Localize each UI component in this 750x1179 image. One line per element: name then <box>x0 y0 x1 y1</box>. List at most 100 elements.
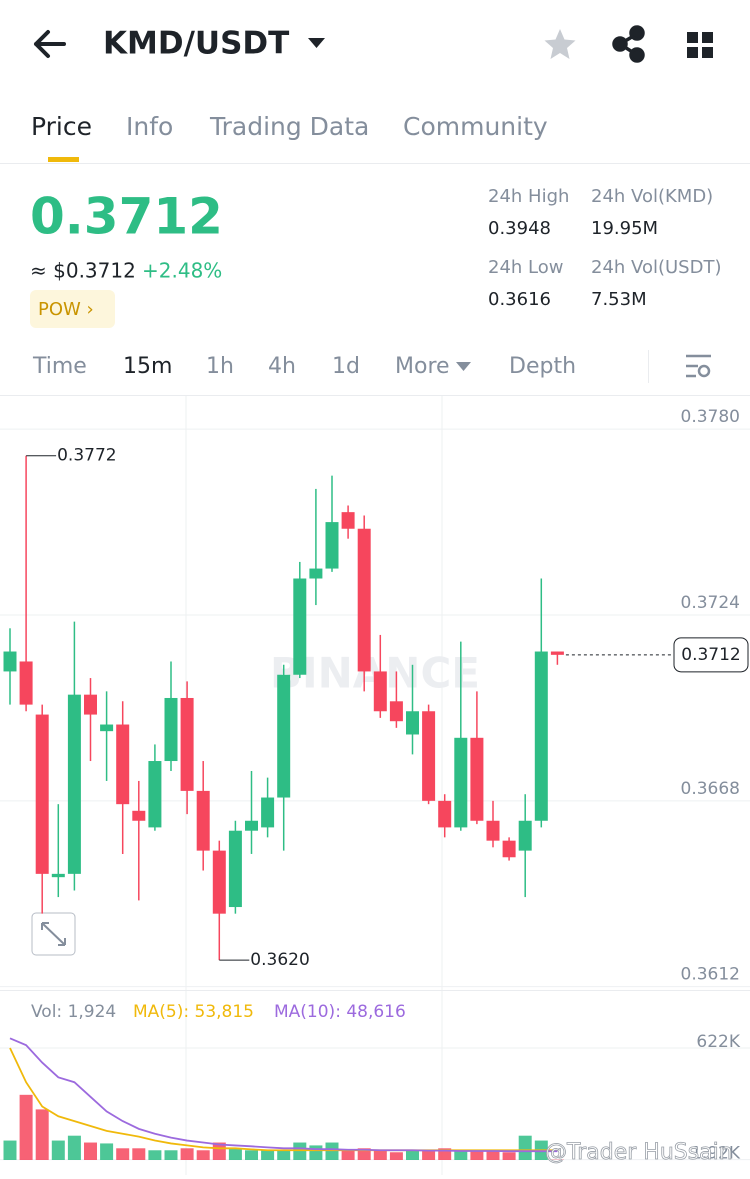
volume-bar <box>245 1150 258 1160</box>
volume-bar <box>519 1136 532 1160</box>
fiat-price: ≈ $0.3712 <box>30 259 136 283</box>
volume-bar <box>181 1148 194 1160</box>
volume-bar <box>52 1141 65 1160</box>
volume-bar <box>132 1148 145 1160</box>
stat-label: 24h Vol(KMD) <box>591 186 713 207</box>
candle-body <box>406 711 419 734</box>
candle-body <box>197 791 210 851</box>
pair-dropdown[interactable] <box>308 38 325 48</box>
last-price: 0.3712 <box>30 188 223 246</box>
candle-body <box>84 695 97 715</box>
y-tick-label: 0.3612 <box>681 965 740 985</box>
volume-bar <box>36 1109 49 1160</box>
candle-body <box>535 652 548 821</box>
volume-bar <box>406 1150 419 1160</box>
tab[interactable]: Trading Data <box>209 112 369 141</box>
tab[interactable]: Info <box>126 112 173 141</box>
tab[interactable]: Price <box>31 112 92 141</box>
vol-legend: Vol: 1,924 <box>31 1002 116 1022</box>
y-tick-label: 0.3668 <box>681 779 740 799</box>
favorite-star[interactable] <box>545 29 576 59</box>
stat-value: 19.95M <box>591 218 658 239</box>
candle-body <box>454 738 467 828</box>
price-change: +2.48% <box>142 259 222 283</box>
stat-value: 0.3616 <box>488 289 551 310</box>
volume-bar <box>326 1143 339 1160</box>
candle-body <box>4 652 17 672</box>
candle-body <box>438 801 451 828</box>
candle-body <box>326 522 339 568</box>
volume-bar <box>197 1150 210 1160</box>
candle-body <box>358 529 371 672</box>
interval[interactable]: More <box>395 354 450 379</box>
candle-body <box>213 851 226 914</box>
candle-body <box>100 725 113 732</box>
volume-bar <box>165 1150 178 1160</box>
watermark: @Trader HuSsain <box>545 1140 733 1165</box>
stat-value: 0.3948 <box>488 218 551 239</box>
candle-body <box>36 715 49 874</box>
y-tick-label: 0.3724 <box>681 593 740 613</box>
candle-body <box>148 761 161 827</box>
interval[interactable]: 1d <box>332 354 360 379</box>
stat-label: 24h Low <box>488 257 563 278</box>
volume-bar <box>293 1143 306 1160</box>
stat-label: 24h High <box>488 186 569 207</box>
back-button[interactable] <box>36 32 64 56</box>
tab-indicator <box>48 157 79 162</box>
tab[interactable]: Community <box>403 112 548 141</box>
candle-body <box>261 798 274 828</box>
volume-bar <box>84 1143 97 1160</box>
candle-body <box>277 675 290 798</box>
stat-label: 24h Vol(USDT) <box>591 257 721 278</box>
candle-body <box>52 874 65 877</box>
pair-title[interactable]: KMD/USDT <box>103 26 289 62</box>
candle-body <box>551 652 564 655</box>
y-tick-label: 622K <box>696 1032 740 1052</box>
more-caret[interactable] <box>456 362 471 371</box>
candle-body <box>20 661 33 704</box>
interval[interactable]: Time <box>32 354 87 379</box>
volume-bar <box>100 1143 113 1160</box>
candle-body <box>503 841 516 858</box>
low-label: 0.3620 <box>250 950 309 970</box>
candle-body <box>309 569 322 579</box>
candle-body <box>487 821 500 841</box>
candle-body <box>229 831 242 907</box>
volume-bar <box>229 1148 242 1160</box>
share-button[interactable] <box>614 27 643 61</box>
interval[interactable]: 15m <box>123 354 172 379</box>
volume-bar <box>374 1150 387 1160</box>
candle-body <box>68 695 81 874</box>
candle-body <box>342 512 355 529</box>
high-label: 0.3772 <box>57 446 116 466</box>
tag[interactable]: POW › <box>38 299 94 320</box>
candle-body <box>245 821 258 831</box>
candle-body <box>374 671 387 711</box>
volume-bar <box>342 1150 355 1160</box>
interval[interactable]: Depth <box>509 354 576 379</box>
ma10-legend: MA(10): 48,616 <box>274 1002 406 1022</box>
ma-line <box>10 1038 557 1151</box>
candle-body <box>470 738 483 821</box>
ma5-legend: MA(5): 53,815 <box>133 1002 254 1022</box>
interval[interactable]: 4h <box>268 354 296 379</box>
interval[interactable]: 1h <box>206 354 234 379</box>
y-tick-label: 0.3780 <box>681 407 740 427</box>
volume-bar <box>20 1095 33 1160</box>
candle-body <box>390 701 403 721</box>
volume-bar <box>116 1148 129 1160</box>
last-price-label: 0.3712 <box>681 645 740 665</box>
volume-bar <box>277 1150 290 1160</box>
candle-body <box>165 698 178 761</box>
volume-bar <box>503 1152 516 1160</box>
volume-bar <box>4 1141 17 1160</box>
chart-settings[interactable] <box>686 356 711 376</box>
menu-grid[interactable] <box>687 32 713 58</box>
candle-body <box>132 811 145 821</box>
candle-body <box>181 698 194 791</box>
stat-value: 7.53M <box>591 289 647 310</box>
volume-bar <box>148 1150 161 1160</box>
volume-bar <box>309 1145 322 1160</box>
